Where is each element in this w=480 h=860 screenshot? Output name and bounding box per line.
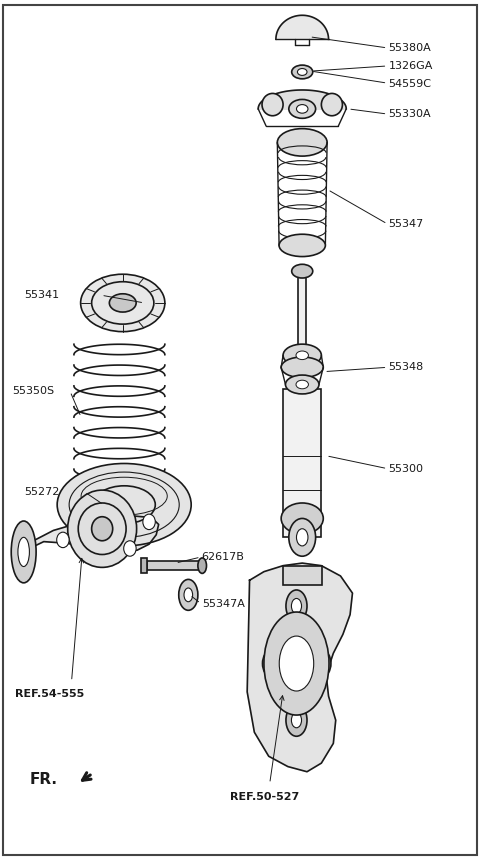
- Ellipse shape: [18, 538, 29, 567]
- Bar: [147, 562, 199, 570]
- Text: 62617B: 62617B: [202, 552, 245, 562]
- Text: 55350S: 55350S: [12, 386, 55, 396]
- Ellipse shape: [292, 65, 313, 79]
- Polygon shape: [276, 15, 328, 40]
- Ellipse shape: [279, 234, 325, 256]
- Ellipse shape: [198, 558, 206, 574]
- Ellipse shape: [297, 529, 308, 546]
- Polygon shape: [258, 90, 346, 109]
- Ellipse shape: [277, 129, 327, 157]
- Ellipse shape: [263, 650, 280, 677]
- Text: 1326GA: 1326GA: [388, 61, 433, 71]
- Ellipse shape: [109, 294, 136, 312]
- Ellipse shape: [286, 590, 307, 622]
- Ellipse shape: [281, 357, 323, 378]
- Polygon shape: [247, 563, 352, 771]
- Text: REF.50-527: REF.50-527: [230, 791, 300, 802]
- Ellipse shape: [297, 105, 308, 114]
- Ellipse shape: [279, 636, 314, 691]
- Ellipse shape: [143, 514, 156, 530]
- Ellipse shape: [179, 580, 198, 611]
- Text: 55347A: 55347A: [202, 599, 245, 609]
- Bar: [283, 566, 323, 585]
- Bar: [141, 558, 147, 574]
- Ellipse shape: [291, 599, 301, 613]
- Bar: [283, 389, 322, 538]
- Ellipse shape: [281, 503, 323, 534]
- Ellipse shape: [57, 464, 191, 546]
- Ellipse shape: [289, 519, 316, 556]
- Ellipse shape: [286, 375, 319, 394]
- Text: 55348: 55348: [388, 362, 424, 372]
- Ellipse shape: [296, 351, 309, 359]
- Ellipse shape: [262, 94, 283, 116]
- Ellipse shape: [296, 380, 309, 389]
- Ellipse shape: [318, 657, 326, 670]
- Ellipse shape: [57, 532, 69, 548]
- Bar: [299, 275, 306, 389]
- Text: FR.: FR.: [29, 772, 58, 787]
- Text: 55330A: 55330A: [388, 109, 431, 119]
- Ellipse shape: [289, 100, 316, 119]
- Text: REF.54-555: REF.54-555: [15, 689, 84, 698]
- Ellipse shape: [264, 612, 329, 715]
- Ellipse shape: [298, 69, 307, 76]
- Ellipse shape: [11, 521, 36, 583]
- Ellipse shape: [283, 344, 322, 366]
- Ellipse shape: [92, 517, 113, 541]
- Ellipse shape: [322, 94, 342, 116]
- Text: 55341: 55341: [24, 290, 60, 300]
- Polygon shape: [17, 516, 158, 561]
- Text: 55380A: 55380A: [388, 43, 431, 53]
- Text: 55300: 55300: [388, 464, 423, 474]
- Ellipse shape: [286, 704, 307, 736]
- Ellipse shape: [184, 588, 192, 602]
- Text: 55272: 55272: [24, 487, 60, 497]
- Ellipse shape: [292, 264, 313, 278]
- Ellipse shape: [291, 713, 301, 728]
- Ellipse shape: [267, 657, 275, 670]
- Ellipse shape: [68, 490, 137, 568]
- Text: 54559C: 54559C: [388, 79, 432, 89]
- Ellipse shape: [314, 650, 331, 677]
- Ellipse shape: [81, 274, 165, 332]
- Ellipse shape: [124, 541, 136, 556]
- Text: 55347: 55347: [388, 219, 424, 229]
